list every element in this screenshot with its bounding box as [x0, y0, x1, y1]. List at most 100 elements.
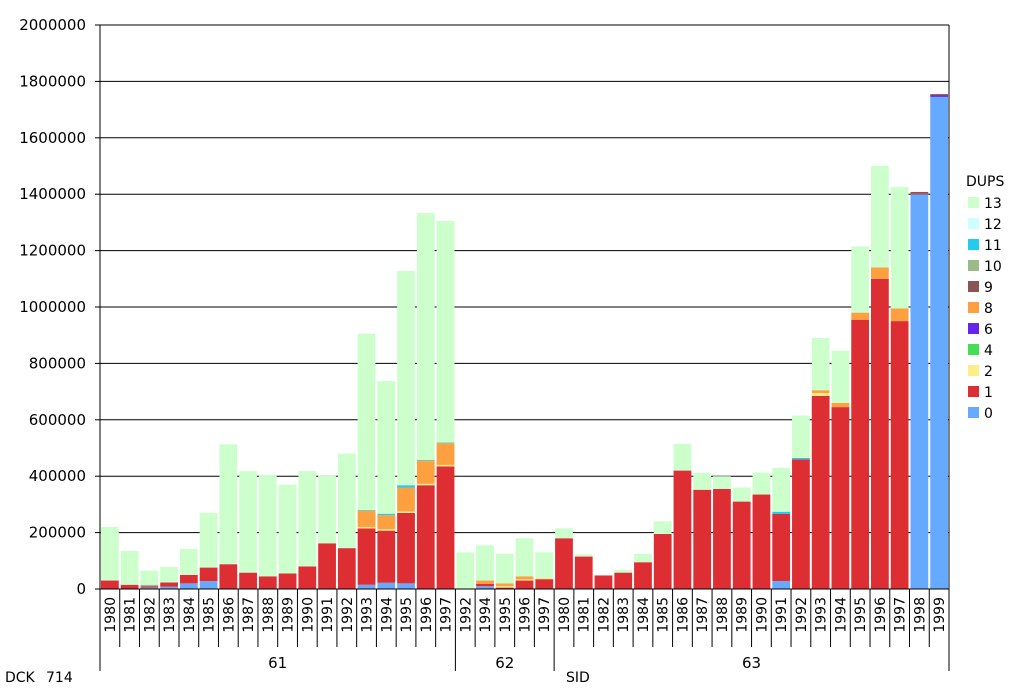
bar-segment-1-0: [100, 580, 119, 589]
bar-segment-2-16: [416, 483, 435, 486]
bar-segment-1-26: [614, 572, 633, 589]
bar-segment-8-13: [357, 511, 376, 527]
bar-segment-2-13: [357, 526, 376, 529]
legend-label-11: 11: [984, 238, 1002, 254]
bar-segment-1-31: [713, 488, 731, 589]
bar-segment-13-27: [634, 553, 652, 563]
bar-segment-13-40: [890, 187, 909, 309]
x-tick-label: 1994: [478, 597, 494, 633]
x-tick-label: 1988: [261, 597, 277, 633]
bar-segment-1-12: [337, 548, 356, 589]
bar-segment-1-34: [772, 513, 791, 582]
bar-segment-1-13: [357, 528, 376, 585]
x-tick-label: 1989: [281, 597, 297, 633]
bar-segment-1-4: [179, 574, 198, 584]
y-tick-label: 2000000: [19, 16, 86, 34]
legend-swatch-11: [968, 239, 979, 250]
bar-segment-8-15: [397, 487, 415, 512]
bar-segment-0-34: [772, 581, 791, 589]
x-tick-label: 1998: [912, 597, 928, 633]
bar-segment-0-5: [199, 581, 218, 589]
x-tick-label: 1999: [932, 597, 948, 633]
bar-segment-13-17: [436, 220, 455, 443]
bar-segment-2-20: [495, 586, 514, 588]
bar-segment-8-20: [495, 583, 514, 587]
x-tick-label: 1995: [498, 597, 514, 633]
legend-swatch-4: [968, 344, 979, 355]
bar-segment-8-39: [871, 267, 889, 279]
legend-title: DUPS: [966, 174, 1004, 190]
bar-segment-13-0: [100, 526, 119, 581]
bar-segment-0-4: [179, 583, 198, 589]
legend-label-1: 1: [984, 385, 993, 401]
bar-segment-1-6: [219, 564, 238, 589]
bar-segment-13-4: [179, 548, 198, 575]
bar-segment-13-23: [555, 528, 573, 539]
bar-segment-0-41: [910, 194, 929, 589]
bar-segment-2-14: [377, 529, 396, 531]
legend-label-9: 9: [984, 280, 993, 296]
bar-segment-13-15: [397, 270, 415, 486]
x-tick-label: 1992: [458, 597, 474, 633]
bar-segment-1-19: [476, 583, 494, 587]
bar-segment-13-18: [456, 552, 475, 589]
bar-segment-11-34: [772, 511, 791, 514]
bar-segment-13-35: [792, 415, 810, 458]
x-tick-label: 1983: [616, 597, 632, 633]
x-tick-label: 1987: [695, 597, 711, 633]
bar-segment-13-39: [871, 166, 889, 268]
x-tick-label: 1990: [300, 597, 316, 633]
bar-segment-13-34: [772, 468, 791, 512]
x-tick-label: 1980: [557, 597, 573, 633]
group-label: 61: [268, 654, 287, 672]
y-tick-label: 1000000: [19, 298, 86, 316]
bar-segment-8-19: [476, 580, 494, 584]
legend-swatch-1: [968, 386, 979, 397]
x-tick-label: 1986: [221, 597, 237, 633]
bar-segment-1-39: [871, 278, 889, 589]
dck-value: 714: [46, 670, 73, 686]
bar-segment-13-38: [851, 246, 870, 313]
x-tick-label: 1995: [853, 597, 869, 633]
bar-segment-1-28: [653, 534, 672, 589]
legend-label-4: 4: [984, 343, 993, 359]
group-label: 62: [495, 654, 514, 672]
x-tick-label: 1991: [774, 597, 790, 633]
bar-segment-10-17: [436, 442, 455, 444]
bar-segment-13-24: [574, 554, 593, 557]
bar-segment-1-35: [792, 459, 810, 589]
y-tick-label: 1200000: [19, 242, 86, 260]
bar-segment-13-5: [199, 512, 218, 568]
bar-segment-8-37: [831, 402, 850, 408]
bar-segment-9-42: [930, 94, 949, 96]
bar-segment-13-21: [515, 538, 534, 577]
x-tick-label: 1985: [656, 597, 672, 633]
bar-segment-10-13: [357, 510, 376, 512]
legend-swatch-10: [968, 260, 979, 271]
bar-segment-10-16: [416, 459, 435, 462]
bar-segment-2-21: [515, 579, 534, 581]
y-tick-label: 1600000: [19, 129, 86, 147]
y-tick-label: 1400000: [19, 185, 86, 203]
x-tick-label: 1994: [833, 597, 849, 633]
bar-segment-1-32: [732, 501, 751, 589]
bar-segment-8-17: [436, 443, 455, 465]
legend-label-8: 8: [984, 301, 993, 317]
legend-label-2: 2: [984, 364, 993, 380]
x-tick-label: 1997: [537, 597, 553, 633]
bar-segment-13-14: [377, 381, 396, 514]
bar-segment-1-1: [120, 584, 139, 589]
bar-segment-13-9: [278, 484, 297, 574]
x-tick-label: 1993: [360, 597, 376, 633]
x-tick-label: 1981: [577, 597, 593, 633]
bar-segment-13-16: [416, 213, 435, 460]
bar-segment-8-36: [811, 390, 830, 394]
y-tick-label: 600000: [29, 411, 86, 429]
x-tick-label: 1992: [340, 597, 356, 633]
x-tick-label: 1994: [379, 597, 395, 633]
bar-segment-1-14: [377, 530, 396, 583]
y-tick-label: 200000: [29, 524, 86, 542]
bar-segment-13-29: [673, 443, 692, 471]
bar-segment-13-26: [614, 569, 633, 573]
bar-segment-0-19: [476, 586, 494, 589]
